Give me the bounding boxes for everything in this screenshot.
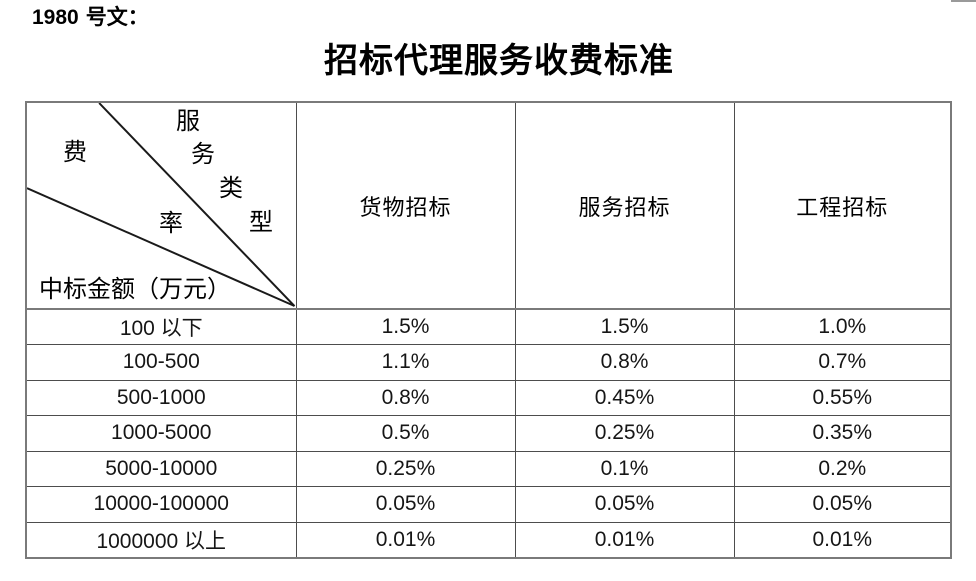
amount-range-cell: 1000-5000 [25, 415, 297, 452]
page-title: 招标代理服务收费标准 [324, 43, 674, 80]
rate-cell: 0.35% [733, 415, 952, 452]
table-row: 1000-5000 0.5% 0.25% 0.35% [25, 415, 952, 452]
table-row: 10000-100000 0.05% 0.05% 0.05% [25, 486, 952, 523]
table-row: 500-1000 0.8% 0.45% 0.55% [25, 379, 952, 416]
table-row: 5000-10000 0.25% 0.1% 0.2% [25, 450, 952, 487]
column-header-goods: 货物招标 [295, 101, 516, 310]
corner-type-char-1: 服 [176, 109, 200, 135]
corner-fee-char-1: 费 [63, 140, 87, 166]
corner-amount-label: 中标金额（万元） [39, 277, 231, 303]
diagonal-split-lines [27, 103, 295, 307]
corner-type-char-2: 务 [191, 142, 215, 168]
column-header-service: 服务招标 [514, 101, 735, 310]
table-corner-cell: 费 率 服 务 类 型 中标金额（万元） [25, 101, 297, 310]
amount-range-cell: 100-500 [25, 344, 297, 381]
column-header-project: 工程招标 [733, 101, 952, 310]
doc-number-value: 1980 [32, 6, 79, 29]
rate-cell: 0.5% [295, 415, 516, 452]
table-row: 1000000 以上 0.01% 0.01% 0.01% [25, 521, 952, 558]
amount-range-cell: 1000000 以上 [25, 521, 297, 558]
table-row: 100 以下 1.5% 1.5% 1.0% [25, 308, 952, 345]
rate-cell: 0.7% [733, 344, 952, 381]
rate-cell: 0.01% [733, 521, 952, 558]
rate-cell: 0.05% [295, 486, 516, 523]
header-row: 费 率 服 务 类 型 中标金额（万元） 货物招标 服务招标 工程招标 [25, 101, 952, 310]
rate-cell: 1.0% [733, 308, 952, 345]
rate-cell: 0.55% [733, 379, 952, 416]
rate-cell: 0.8% [295, 379, 516, 416]
rate-cell: 0.45% [514, 379, 735, 416]
corner-fee-char-2: 率 [159, 211, 183, 237]
rate-cell: 1.1% [295, 344, 516, 381]
rate-cell: 0.05% [733, 486, 952, 523]
rate-cell: 0.2% [733, 450, 952, 487]
rate-cell: 0.01% [514, 521, 735, 558]
rate-cell: 0.05% [514, 486, 735, 523]
page-edge-artifact [951, 0, 976, 2]
doc-number-label: 号文： [85, 5, 149, 29]
doc-number: 1980 号文： [32, 5, 149, 30]
rate-cell: 1.5% [514, 308, 735, 345]
corner-type-char-4: 型 [249, 210, 273, 236]
amount-range-cell: 10000-100000 [25, 486, 297, 523]
rate-cell: 0.25% [514, 415, 735, 452]
rate-cell: 1.5% [295, 308, 516, 345]
fee-standard-table: 费 率 服 务 类 型 中标金额（万元） 货物招标 服务招标 工程招标 100 … [25, 101, 952, 559]
table-row: 100-500 1.1% 0.8% 0.7% [25, 344, 952, 381]
rate-cell: 0.25% [295, 450, 516, 487]
amount-range-cell: 500-1000 [25, 379, 297, 416]
amount-range-cell: 5000-10000 [25, 450, 297, 487]
amount-range-cell: 100 以下 [25, 308, 297, 345]
rate-cell: 0.1% [514, 450, 735, 487]
rate-cell: 0.01% [295, 521, 516, 558]
corner-type-char-3: 类 [219, 176, 243, 202]
rate-cell: 0.8% [514, 344, 735, 381]
